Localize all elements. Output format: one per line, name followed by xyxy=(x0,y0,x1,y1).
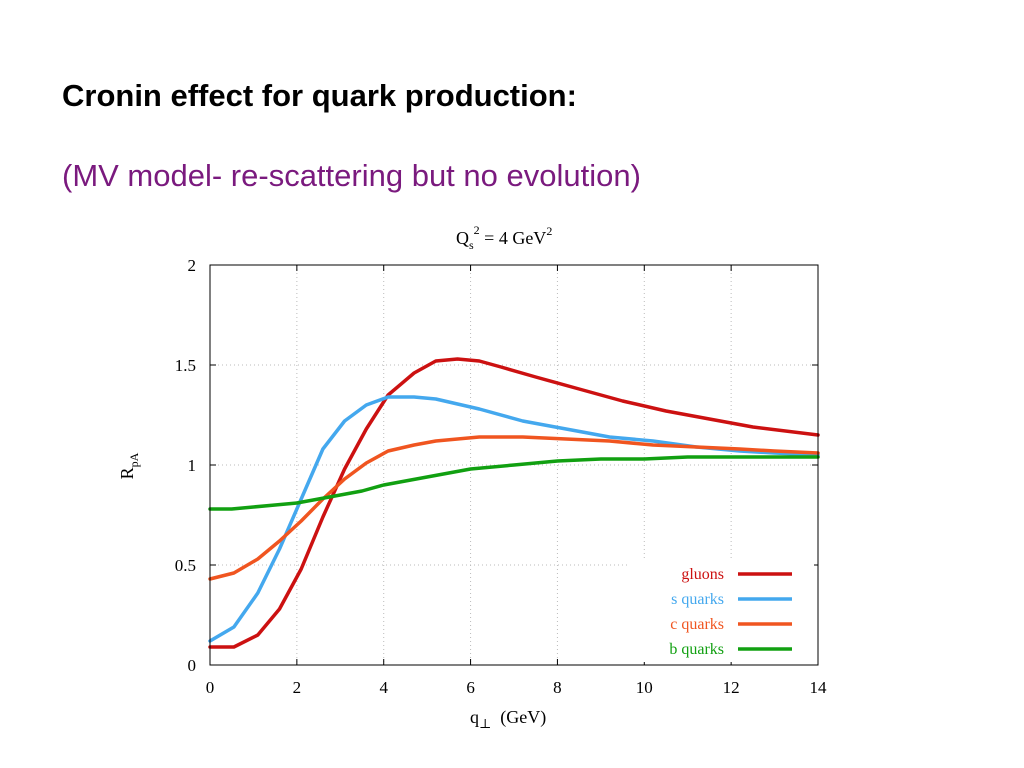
grid xyxy=(209,264,819,666)
x-tick-label: 6 xyxy=(466,678,475,697)
legend: gluons s quarks c quarks b quarks xyxy=(669,566,792,658)
series-line-b-quarks xyxy=(208,455,820,511)
y-tick-label: 1.5 xyxy=(175,356,196,375)
y-axis-label: RpA xyxy=(117,452,141,479)
slide-title: Cronin effect for quark production: xyxy=(62,78,577,113)
x-tick-label: 4 xyxy=(379,678,388,697)
plot-frame xyxy=(209,264,819,666)
chart-title: Qs2 = 4 GeV2 xyxy=(456,223,552,252)
series-line-gluons xyxy=(208,357,820,649)
x-tick-label: 8 xyxy=(553,678,562,697)
x-tick-label: 12 xyxy=(723,678,740,697)
legend-label-s-quarks: s quarks xyxy=(671,591,724,608)
y-tick-label: 0 xyxy=(188,656,197,675)
y-tick-label: 0.5 xyxy=(175,556,196,575)
legend-background xyxy=(628,560,814,662)
x-tick-label: 10 xyxy=(636,678,653,697)
series-line-c-quarks xyxy=(208,435,820,581)
x-tick-label: 2 xyxy=(293,678,302,697)
y-tick-label: 2 xyxy=(188,256,197,275)
legend-label-gluons: gluons xyxy=(681,566,724,583)
slide-subtitle: (MV model- re-scattering but no evolutio… xyxy=(62,158,641,193)
legend-label-c-quarks: c quarks xyxy=(670,616,724,633)
series-lines xyxy=(208,357,820,649)
legend-label-b-quarks: b quarks xyxy=(669,641,724,658)
x-axis-label: q⊥ (GeV) xyxy=(470,707,546,731)
tick-labels: 0 2 4 6 8 10 12 14 0 0.5 1 1.5 2 xyxy=(175,256,827,697)
y-tick-label: 1 xyxy=(188,456,197,475)
x-tick-label: 0 xyxy=(206,678,215,697)
x-tick-label: 14 xyxy=(810,678,828,697)
